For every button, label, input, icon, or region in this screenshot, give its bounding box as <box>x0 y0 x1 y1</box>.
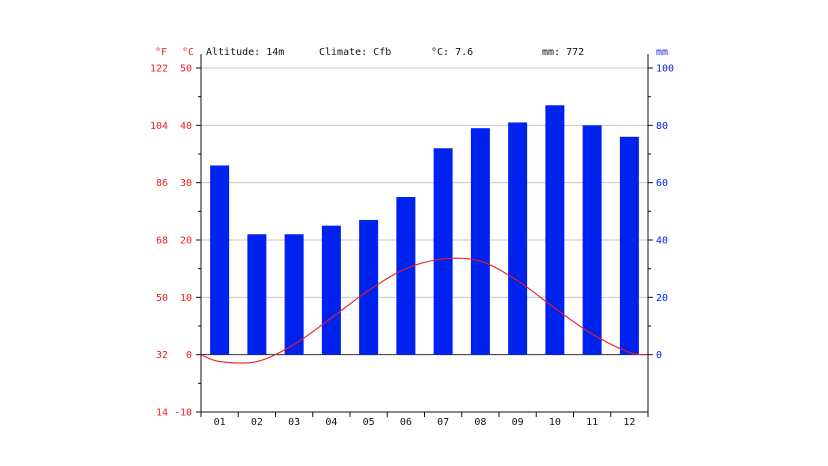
month-tick-label: 09 <box>512 417 524 428</box>
fahrenheit-tick-label: 50 <box>156 293 168 304</box>
fahrenheit-tick-label: 14 <box>156 408 168 419</box>
month-tick-label: 03 <box>288 417 300 428</box>
celsius-tick-label: 20 <box>180 236 192 247</box>
fahrenheit-tick-label: 68 <box>156 236 168 247</box>
axes <box>196 54 653 417</box>
precip-tick-label: 100 <box>656 64 674 75</box>
temperature-line-group <box>200 257 649 364</box>
month-tick-label: 07 <box>437 417 449 428</box>
month-tick-label: 04 <box>325 417 337 428</box>
fahrenheit-tick-label: 122 <box>150 64 168 75</box>
millimeter-unit-label: mm <box>656 47 668 58</box>
month-tick-label: 01 <box>214 417 226 428</box>
precip-tick-label: 0 <box>656 350 662 361</box>
month-tick-label: 06 <box>400 417 412 428</box>
celsius-tick-label: 30 <box>180 178 192 189</box>
altitude-label: Altitude: 14m <box>206 47 284 58</box>
celsius-tick-label: 50 <box>180 64 192 75</box>
temperature-line <box>200 257 649 364</box>
precipitation-bar <box>433 148 453 355</box>
celsius-tick-label: 10 <box>180 293 192 304</box>
fahrenheit-unit-label: °F <box>155 47 167 58</box>
precipitation-bar <box>396 197 416 355</box>
month-tick-label: 08 <box>474 417 486 428</box>
celsius-tick-label: 40 <box>180 121 192 132</box>
precip-tick-label: 60 <box>656 178 668 189</box>
month-tick-label: 10 <box>549 417 561 428</box>
precipitation-bar <box>321 225 341 355</box>
celsius-tick-label: -10 <box>174 408 192 419</box>
grid-lines <box>201 67 648 413</box>
precipitation-bar <box>508 122 528 355</box>
precip-tick-label: 20 <box>656 293 668 304</box>
precip-tick-label: 40 <box>656 236 668 247</box>
precipitation-bar <box>247 234 267 355</box>
month-tick-label: 02 <box>251 417 263 428</box>
fahrenheit-tick-label: 86 <box>156 178 168 189</box>
axis-labels: -101403210502068308640104501220204060801… <box>150 64 674 429</box>
month-tick-label: 11 <box>586 417 598 428</box>
month-tick-label: 05 <box>363 417 375 428</box>
precipitation-bar <box>545 105 565 355</box>
precipitation-bar <box>619 136 639 355</box>
precipitation-bars <box>210 105 639 355</box>
precip-tick-label: 80 <box>656 121 668 132</box>
celsius-unit-label: °C <box>182 47 194 58</box>
fahrenheit-tick-label: 104 <box>150 121 168 132</box>
avg-temperature-label: °C: 7.6 <box>431 47 473 58</box>
annual-precip-label: mm: 772 <box>542 47 584 58</box>
precipitation-bar <box>582 125 602 355</box>
fahrenheit-tick-label: 32 <box>156 350 168 361</box>
climate-label: Climate: Cfb <box>319 47 391 58</box>
month-tick-label: 12 <box>623 417 635 428</box>
precipitation-bar <box>210 165 230 355</box>
precipitation-bar <box>470 128 490 355</box>
precipitation-bar <box>359 219 379 355</box>
precipitation-bar <box>284 234 304 355</box>
celsius-tick-label: 0 <box>186 350 192 361</box>
